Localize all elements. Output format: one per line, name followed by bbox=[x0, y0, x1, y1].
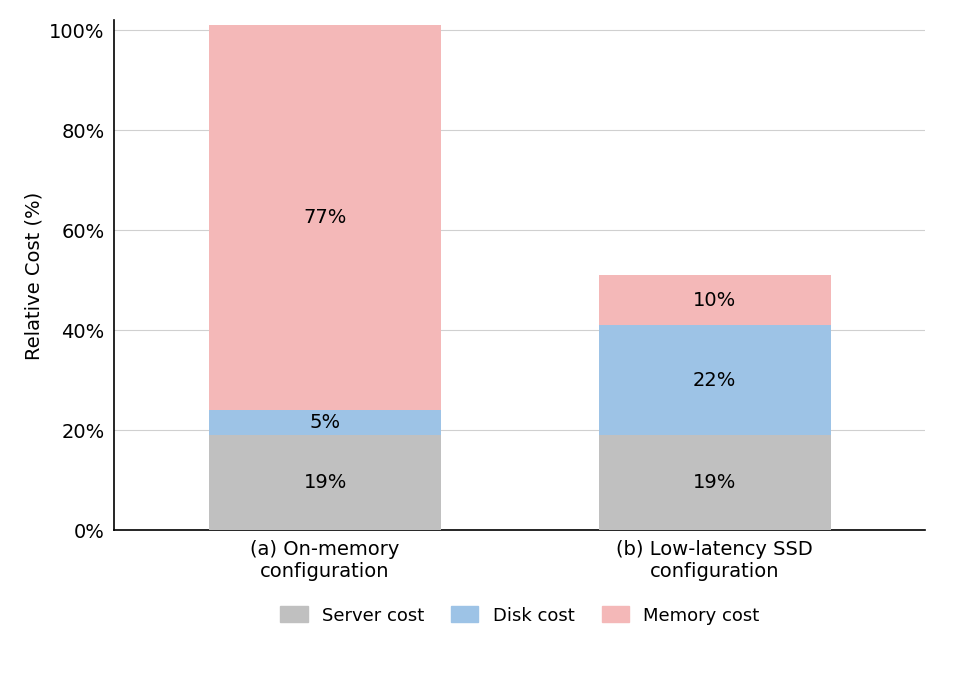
Text: 5%: 5% bbox=[309, 413, 340, 432]
Text: 19%: 19% bbox=[303, 473, 347, 492]
Text: 10%: 10% bbox=[693, 291, 736, 310]
Bar bbox=[209, 435, 440, 530]
Bar bbox=[598, 326, 830, 435]
Text: 77%: 77% bbox=[303, 208, 347, 227]
Text: 19%: 19% bbox=[692, 473, 736, 492]
Text: 22%: 22% bbox=[692, 371, 736, 390]
Bar bbox=[598, 435, 830, 530]
Bar bbox=[209, 25, 440, 411]
Bar bbox=[598, 275, 830, 326]
Bar bbox=[209, 411, 440, 435]
Y-axis label: Relative Cost (%): Relative Cost (%) bbox=[25, 191, 44, 360]
Legend: Server cost, Disk cost, Memory cost: Server cost, Disk cost, Memory cost bbox=[271, 597, 768, 634]
